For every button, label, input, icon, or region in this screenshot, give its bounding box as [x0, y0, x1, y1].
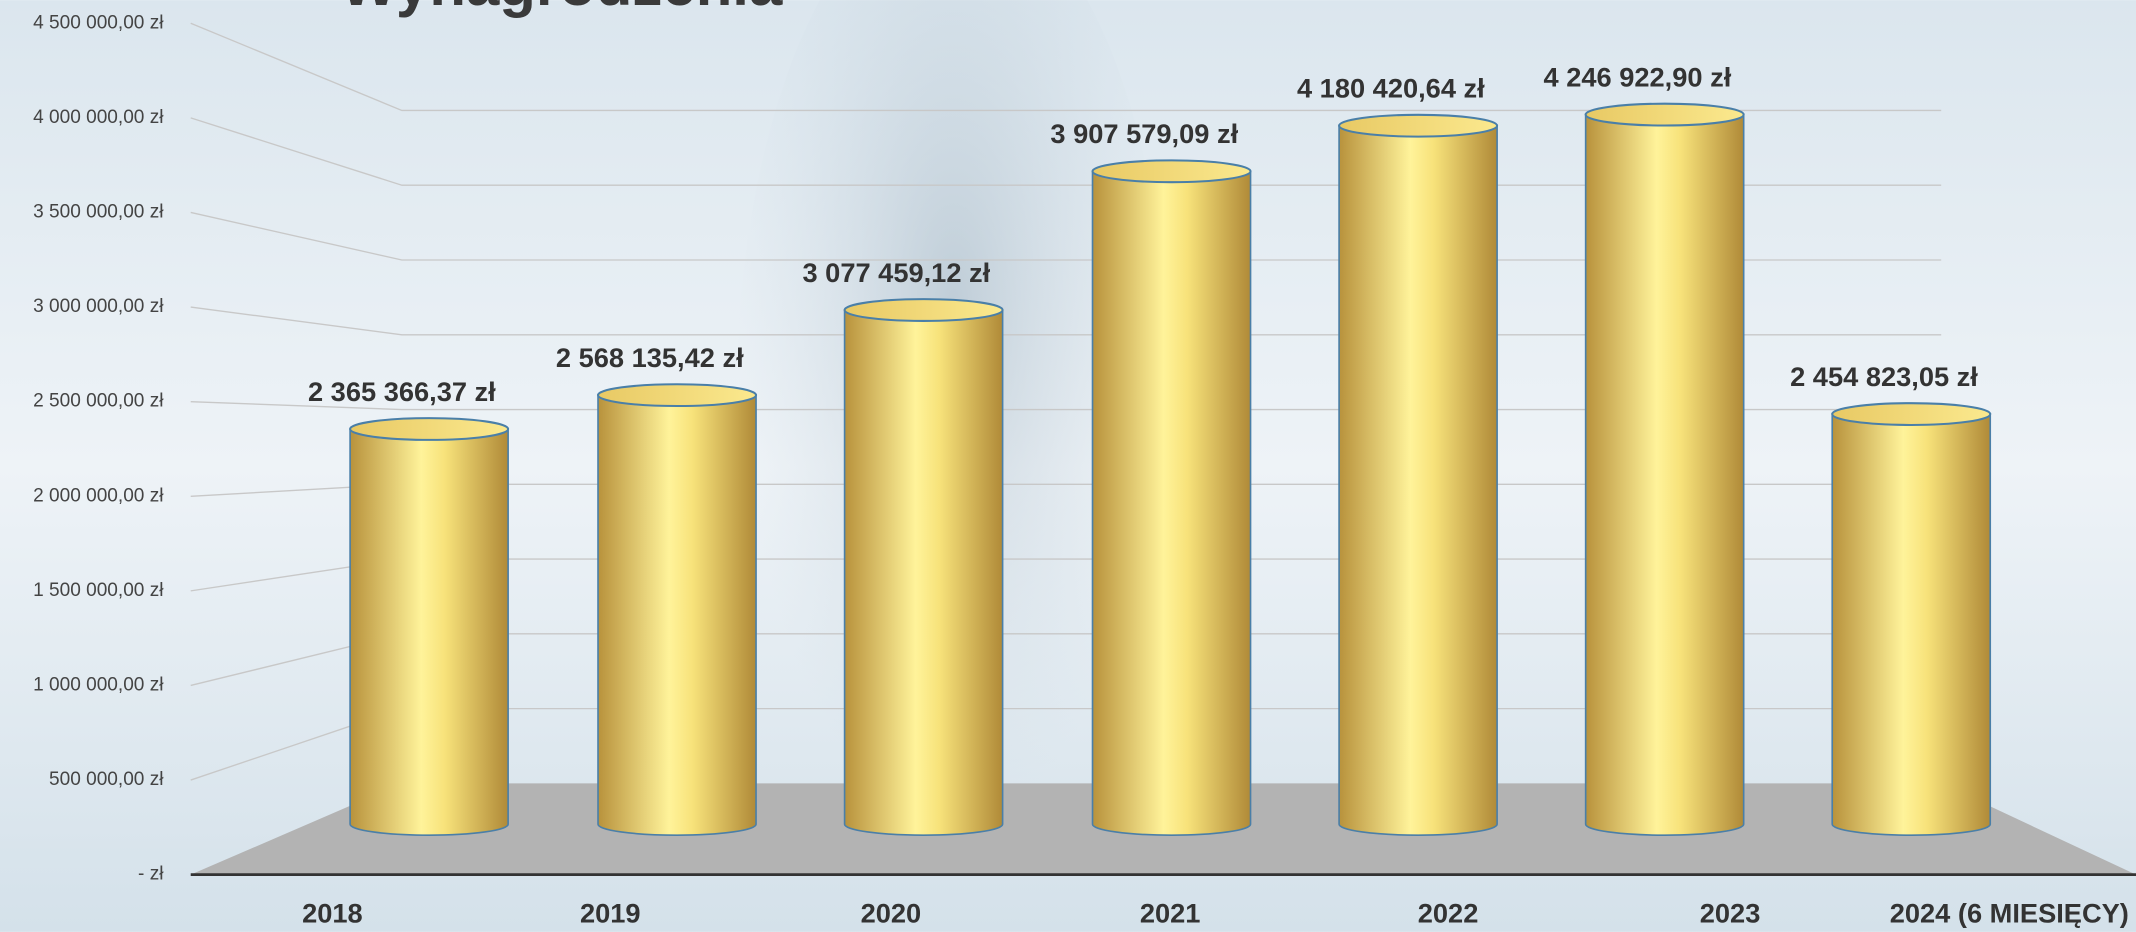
cylinder	[1831, 402, 1992, 836]
value-label: 2 568 135,42 zł	[556, 342, 744, 373]
y-tick-label: 4 000 000,00 zł	[33, 107, 164, 128]
cylinder	[597, 383, 758, 836]
x-tick-label: 2023	[1700, 898, 1761, 929]
grid-line	[190, 22, 1942, 112]
x-tick-label: 2022	[1418, 898, 1479, 929]
value-label: 4 246 922,90 zł	[1544, 61, 1732, 92]
bar	[597, 394, 757, 836]
y-tick-label: 2 500 000,00 zł	[33, 391, 164, 412]
bar-top	[1584, 102, 1745, 127]
cylinder	[349, 417, 510, 836]
bar	[1091, 170, 1252, 836]
cylinder	[1338, 113, 1499, 836]
x-tick-label: 2021	[1140, 898, 1201, 929]
y-tick-label: 1 000 000,00 zł	[33, 675, 164, 696]
x-tick-label: 2024 (6 MIESIĘCY)	[1890, 898, 2129, 929]
y-tick-label: - zł	[138, 864, 164, 885]
bar	[349, 428, 509, 836]
x-tick-label: 2020	[861, 898, 922, 929]
x-tick-label: 2019	[580, 898, 641, 929]
bar	[1338, 124, 1498, 836]
y-tick-label: 500 000,00 zł	[49, 769, 164, 790]
value-label: 2 365 366,37 zł	[308, 376, 496, 407]
value-label: 2 454 823,05 zł	[1790, 361, 1978, 392]
value-label: 3 907 579,09 zł	[1050, 118, 1238, 149]
bar-top	[1338, 113, 1499, 138]
value-label: 4 180 420,64 zł	[1297, 72, 1485, 103]
cylinder	[1091, 159, 1252, 836]
bar-top	[1831, 402, 1992, 426]
y-tick-label: 1 500 000,00 zł	[33, 580, 164, 601]
bar	[843, 309, 1004, 836]
bar-top	[349, 417, 510, 441]
chart-title: Wynagrodzenia	[341, 0, 783, 18]
y-tick-label: 3 000 000,00 zł	[33, 296, 164, 317]
bar-top	[597, 383, 758, 408]
y-tick-label: 3 500 000,00 zł	[33, 202, 164, 223]
y-tick-label: 2 000 000,00 zł	[33, 485, 164, 506]
bar	[1831, 413, 1992, 836]
bar-top	[1091, 159, 1252, 184]
x-tick-label: 2018	[302, 898, 363, 929]
cylinder	[1584, 102, 1745, 836]
y-tick-label: 4 500 000,00 zł	[33, 12, 164, 33]
bar-top	[843, 298, 1004, 322]
cylinder	[843, 298, 1004, 836]
bar	[1584, 113, 1745, 836]
value-label: 3 077 459,12 zł	[802, 257, 990, 288]
